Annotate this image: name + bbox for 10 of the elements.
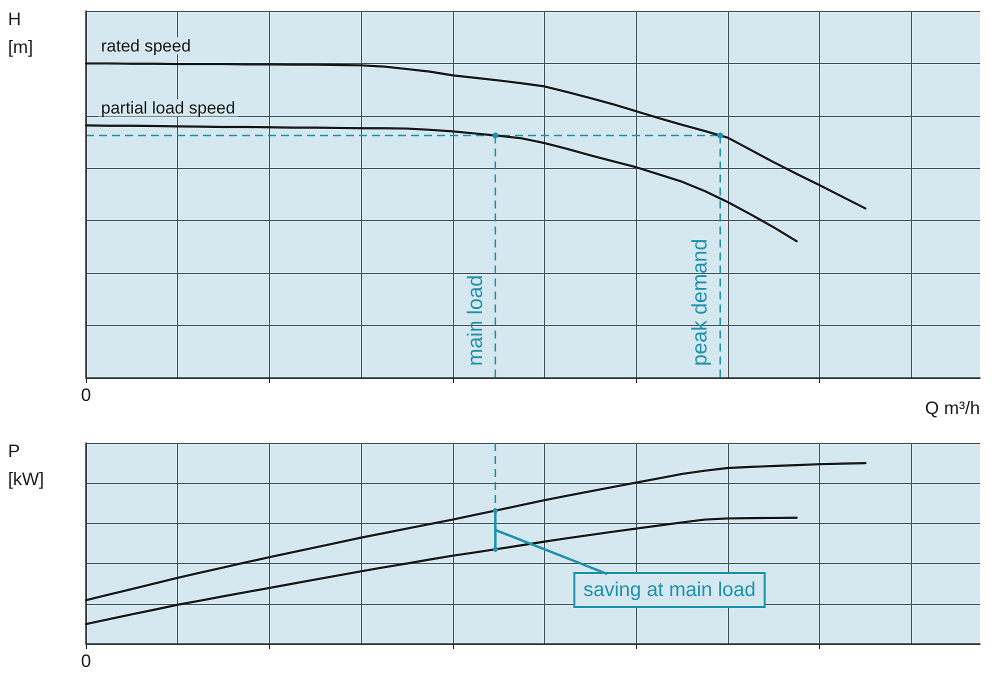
x-axis-title: Q m³/h bbox=[924, 398, 980, 418]
series-label: rated speed bbox=[101, 36, 191, 56]
annotation: saving at main load bbox=[583, 578, 756, 601]
text: 0 bbox=[80, 385, 92, 405]
text: 0 bbox=[80, 651, 92, 671]
annotation: peak demand bbox=[688, 238, 712, 366]
y-axis-title: H [m] bbox=[8, 9, 33, 57]
annotation: main load bbox=[464, 274, 487, 366]
series-label: partial load speed bbox=[101, 98, 236, 118]
y-axis-title: P [kW] bbox=[8, 441, 44, 489]
